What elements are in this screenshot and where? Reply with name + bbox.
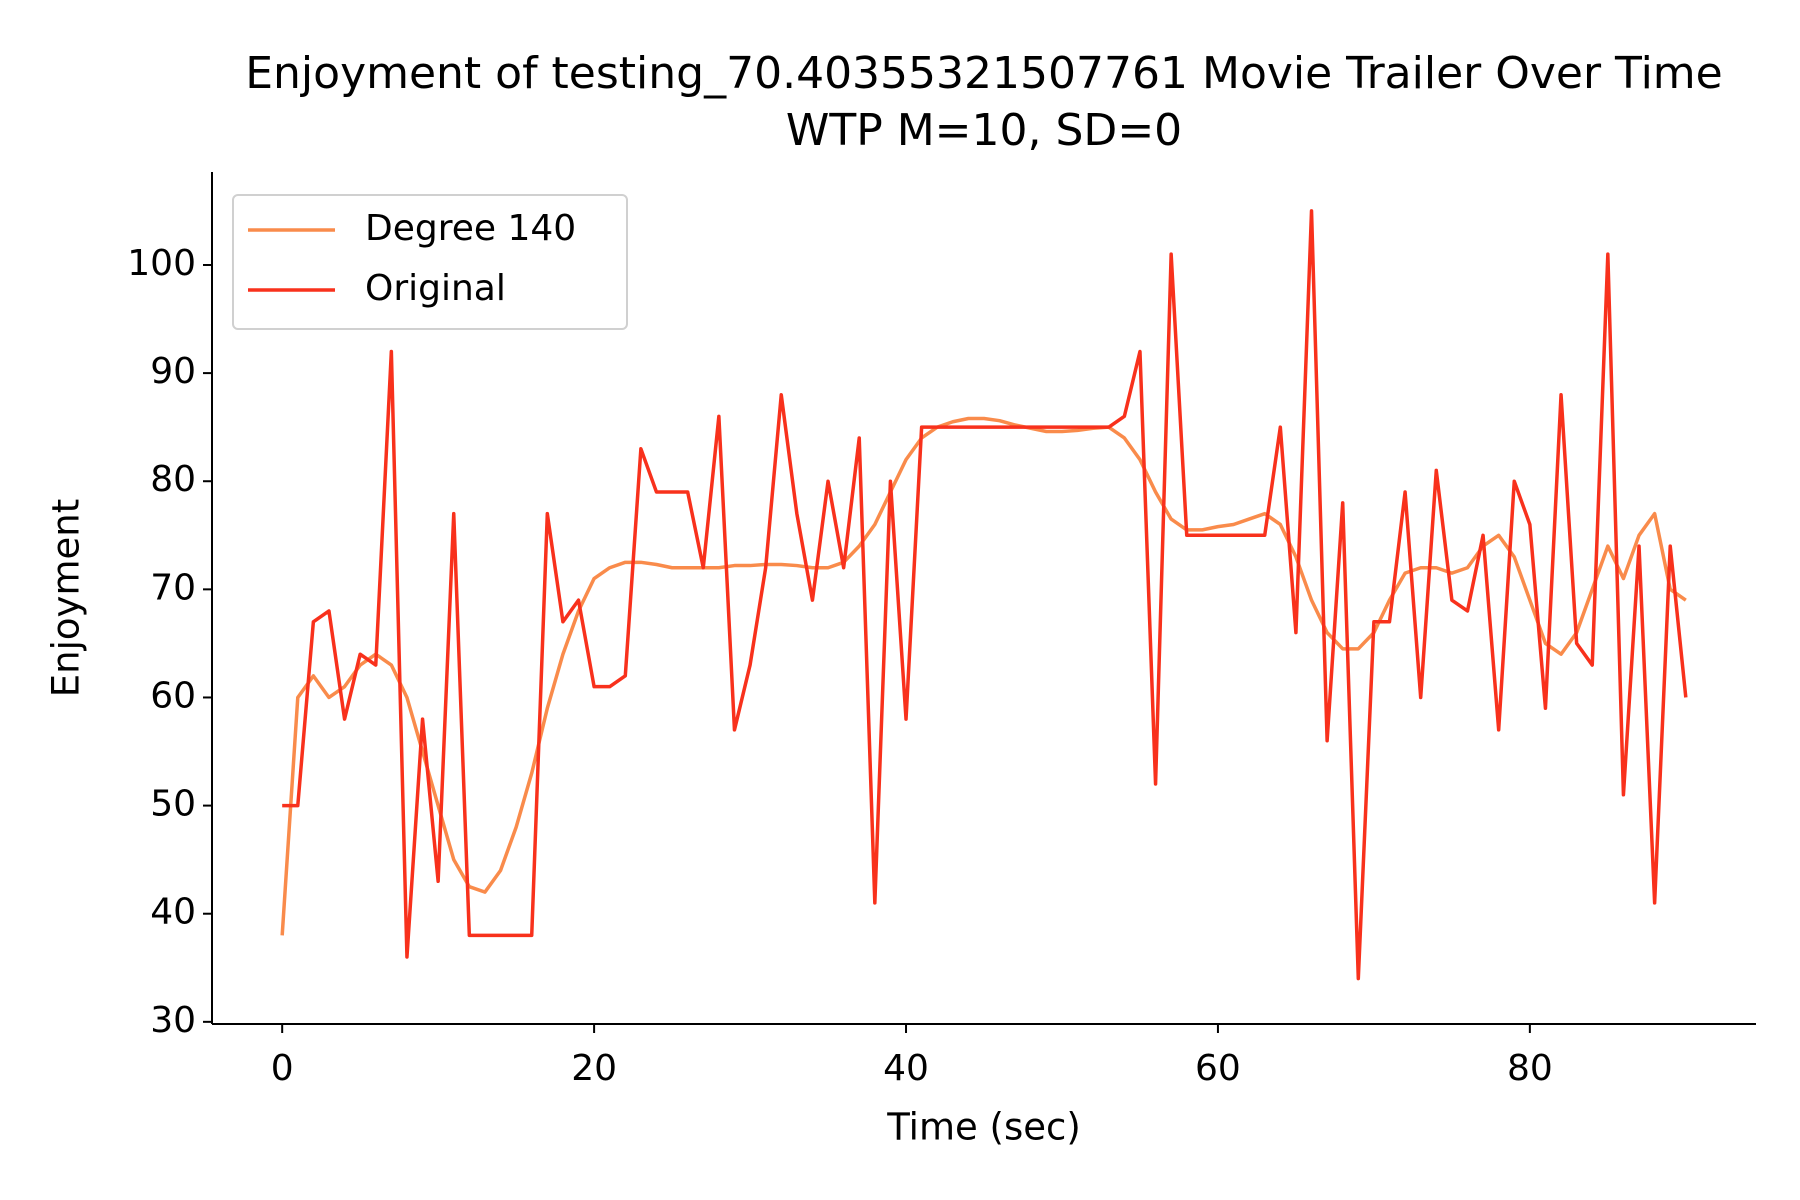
legend-label: Degree 140 [365,208,576,249]
series-line [280,416,1687,936]
y-tick-label: 60 [150,675,196,716]
series-line [282,209,1688,981]
y-tick-label: 100 [127,243,196,284]
x-tick-label: 0 [271,1048,294,1089]
x-tick-label: 20 [571,1048,617,1089]
legend-label: Original [365,268,506,309]
y-axis-label: Enjoyment [45,499,88,697]
chart-title: Enjoyment of testing_70.40355321507761 M… [245,48,1723,99]
y-tick-label: 50 [150,784,196,825]
x-tick-label: 40 [883,1048,929,1089]
y-tick-label: 90 [150,351,196,392]
chart-subtitle: WTP M=10, SD=0 [786,105,1182,156]
x-axis-label: Time (sec) [886,1106,1081,1149]
y-tick-label: 30 [150,1000,196,1041]
y-tick-label: 40 [150,892,196,933]
x-tick-label: 60 [1195,1048,1241,1089]
y-tick-label: 70 [150,567,196,608]
x-tick-label: 80 [1507,1048,1553,1089]
y-tick-label: 80 [150,459,196,500]
